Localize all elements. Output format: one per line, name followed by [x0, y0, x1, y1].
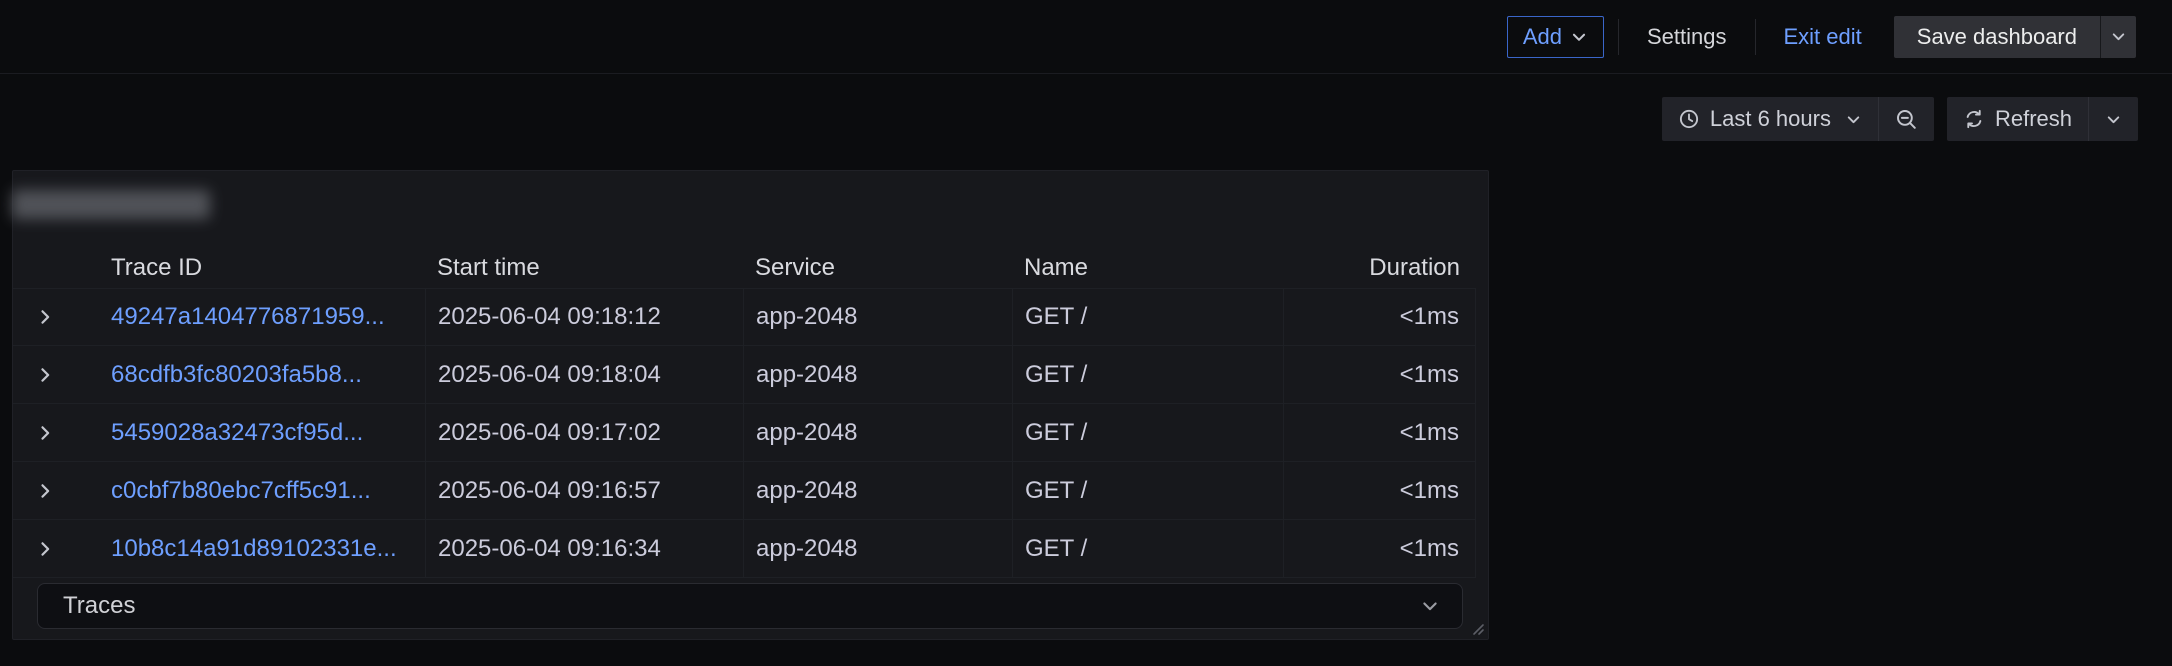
refresh-group: Refresh [1946, 97, 2138, 141]
row-expand-button[interactable] [35, 307, 55, 327]
column-header-service[interactable]: Service [755, 253, 836, 281]
name-cell: GET / [1012, 404, 1283, 461]
table-row: 49247a1404776871959... 2025-06-04 09:18:… [13, 288, 1476, 346]
save-dashboard-split-button: Save dashboard [1893, 15, 2136, 58]
duration-cell: <1ms [1283, 462, 1475, 519]
expander-cell [13, 307, 95, 327]
row-expand-button[interactable] [35, 423, 55, 443]
trace-id-link[interactable]: 5459028a32473cf95d... [111, 418, 364, 446]
duration-cell: <1ms [1283, 520, 1475, 577]
trace-id-cell: 68cdfb3fc80203fa5b8... [95, 361, 425, 389]
refresh-label: Refresh [1994, 106, 2072, 131]
start-time-cell: 2025-06-04 09:18:12 [425, 289, 743, 345]
traces-table-body: 49247a1404776871959... 2025-06-04 09:18:… [13, 288, 1476, 578]
expander-cell [13, 481, 95, 501]
expander-cell [13, 423, 95, 443]
chevron-right-icon [35, 365, 55, 385]
traces-table: Trace ID Start time Service Name Duratio… [13, 247, 1476, 578]
service-cell: app-2048 [743, 462, 1012, 519]
chevron-right-icon [35, 423, 55, 443]
time-range-group: Last 6 hours [1661, 97, 1934, 141]
trace-id-cell: c0cbf7b80ebc7cff5c91... [95, 477, 425, 505]
expander-cell [13, 539, 95, 559]
zoom-out-icon [1895, 108, 1918, 131]
traces-panel: Trace ID Start time Service Name Duratio… [12, 170, 1489, 640]
trace-id-link[interactable]: 49247a1404776871959... [111, 303, 385, 330]
footer-select-value: Traces [63, 592, 136, 619]
column-header-duration[interactable]: Duration [1369, 253, 1460, 281]
chevron-down-icon [2105, 111, 2122, 128]
edit-toolbar: Add Settings Exit edit Save dashboard [0, 0, 2172, 74]
traces-table-header: Trace ID Start time Service Name Duratio… [13, 247, 1476, 288]
add-button[interactable]: Add [1506, 15, 1604, 58]
save-dashboard-button[interactable]: Save dashboard [1893, 15, 2100, 58]
time-controls-row: Last 6 hours [1661, 97, 2138, 141]
table-row: 5459028a32473cf95d... 2025-06-04 09:17:0… [13, 404, 1476, 462]
start-time-cell: 2025-06-04 09:17:02 [425, 404, 743, 461]
trace-id-link[interactable]: 68cdfb3fc80203fa5b8... [111, 360, 362, 388]
service-cell: app-2048 [743, 346, 1012, 403]
name-cell: GET / [1012, 462, 1283, 519]
chevron-down-icon [1570, 28, 1588, 46]
column-header-trace-id[interactable]: Trace ID [111, 253, 203, 281]
refresh-interval-dropdown-button[interactable] [2088, 97, 2138, 141]
row-expand-button[interactable] [35, 365, 55, 385]
time-range-label: Last 6 hours [1709, 106, 1831, 131]
start-time-cell: 2025-06-04 09:16:34 [425, 520, 743, 577]
chevron-right-icon [35, 307, 55, 327]
edit-toolbar-actions: Add Settings Exit edit Save dashboard [1506, 15, 2136, 58]
row-expand-button[interactable] [35, 481, 55, 501]
chevron-down-icon [2110, 28, 2127, 45]
zoom-out-time-button[interactable] [1877, 97, 1934, 141]
add-button-label: Add [1522, 23, 1562, 49]
service-cell: app-2048 [743, 404, 1012, 461]
column-header-name[interactable]: Name [1024, 253, 1089, 281]
name-cell: GET / [1012, 346, 1283, 403]
service-cell: app-2048 [743, 520, 1012, 577]
table-row: 10b8c14a91d89102331e... 2025-06-04 09:16… [13, 520, 1476, 578]
settings-button[interactable]: Settings [1633, 16, 1741, 58]
time-range-picker-button[interactable]: Last 6 hours [1662, 97, 1878, 141]
name-cell: GET / [1012, 289, 1283, 345]
start-time-cell: 2025-06-04 09:18:04 [425, 346, 743, 403]
table-row: c0cbf7b80ebc7cff5c91... 2025-06-04 09:16… [13, 462, 1476, 520]
chevron-right-icon [35, 539, 55, 559]
clock-icon [1678, 108, 1700, 130]
save-dashboard-dropdown-button[interactable] [2100, 15, 2136, 58]
refresh-button[interactable]: Refresh [1947, 97, 2088, 141]
table-row: 68cdfb3fc80203fa5b8... 2025-06-04 09:18:… [13, 346, 1476, 404]
duration-cell: <1ms [1283, 404, 1475, 461]
panel-title-redacted[interactable] [12, 190, 210, 219]
duration-cell: <1ms [1283, 289, 1475, 345]
toolbar-divider [1618, 18, 1619, 55]
column-header-start-time[interactable]: Start time [437, 253, 540, 281]
trace-id-cell: 49247a1404776871959... [95, 303, 425, 331]
panel-footer-select[interactable]: Traces [37, 583, 1463, 629]
duration-cell: <1ms [1283, 346, 1475, 403]
exit-edit-button[interactable]: Exit edit [1770, 16, 1876, 58]
trace-id-cell: 10b8c14a91d89102331e... [95, 535, 425, 563]
trace-id-link[interactable]: 10b8c14a91d89102331e... [111, 534, 397, 562]
chevron-down-icon [1420, 596, 1440, 616]
row-expand-button[interactable] [35, 539, 55, 559]
expander-cell [13, 365, 95, 385]
start-time-cell: 2025-06-04 09:16:57 [425, 462, 743, 519]
name-cell: GET / [1012, 520, 1283, 577]
trace-id-link[interactable]: c0cbf7b80ebc7cff5c91... [111, 476, 371, 504]
panel-resize-handle[interactable] [1469, 620, 1485, 636]
chevron-right-icon [35, 481, 55, 501]
service-cell: app-2048 [743, 289, 1012, 345]
chevron-down-icon [1845, 111, 1862, 128]
toolbar-divider [1754, 18, 1756, 55]
refresh-icon [1963, 108, 1985, 130]
trace-id-cell: 5459028a32473cf95d... [95, 419, 425, 447]
